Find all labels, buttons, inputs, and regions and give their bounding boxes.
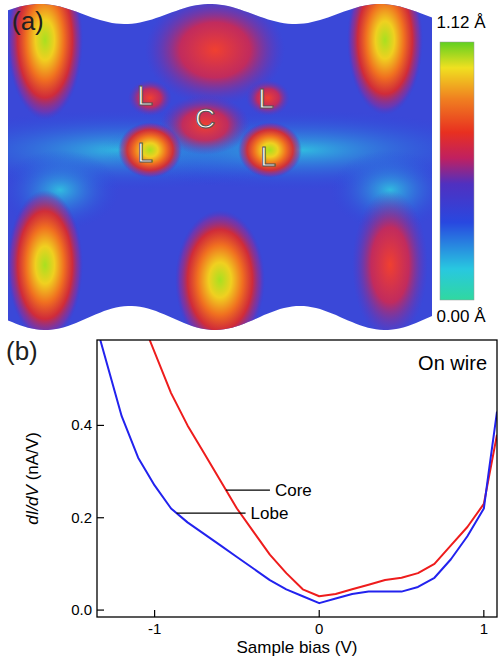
site-label: L — [137, 80, 153, 111]
site-label: C — [195, 103, 215, 134]
x-tick-label: -1 — [148, 620, 161, 637]
x-tick — [154, 610, 155, 617]
colorbar-tick-label: 1.12 Å — [436, 13, 486, 32]
bump — [347, 0, 423, 115]
panel-label: (b) — [6, 336, 38, 366]
site-label: L — [258, 83, 274, 114]
x-axis-title: Sample bias (V) — [237, 638, 358, 657]
bump — [246, 80, 290, 116]
site-label: L — [137, 137, 153, 168]
series-label: Lobe — [251, 504, 289, 523]
x-tick-label: 0 — [315, 620, 323, 637]
bump — [128, 80, 172, 116]
bump — [175, 210, 265, 350]
panel-label: (a) — [12, 6, 44, 36]
y-tick-label: 0.4 — [71, 416, 92, 433]
spectrum-line — [150, 340, 497, 596]
x-tick-label: 1 — [480, 620, 488, 637]
plot-frame — [97, 340, 497, 617]
x-tick — [483, 610, 484, 617]
bump — [238, 122, 302, 178]
y-tick — [97, 609, 104, 610]
y-tick-label: 0.2 — [71, 509, 92, 526]
colorbar — [440, 42, 474, 300]
leader-line — [226, 489, 270, 490]
site-label: L — [260, 141, 276, 172]
y-tick-label: 0.0 — [71, 601, 92, 618]
leader-line — [177, 513, 246, 514]
y-axis-title-part: (nA/V) — [23, 432, 42, 485]
bump — [118, 122, 182, 178]
plot-title: On wire — [418, 352, 487, 374]
y-tick — [97, 517, 104, 518]
y-axis-title-part: dI/dV — [23, 483, 42, 524]
y-axis-title: dI/dV (nA/V) — [23, 432, 42, 525]
series-label: Core — [275, 481, 312, 500]
colorbar-tick-label: 0.00 Å — [436, 307, 486, 326]
bump — [7, 0, 83, 120]
figure: LCLLL(a)1.12 Å0.00 Å-1010.00.20.4CoreLob… — [0, 0, 503, 662]
curves — [100, 340, 497, 603]
bump — [352, 190, 428, 340]
stm-image — [0, 0, 500, 350]
y-tick — [97, 425, 104, 426]
bump — [7, 190, 83, 340]
spectrum-line — [100, 340, 497, 603]
x-tick — [319, 610, 320, 617]
